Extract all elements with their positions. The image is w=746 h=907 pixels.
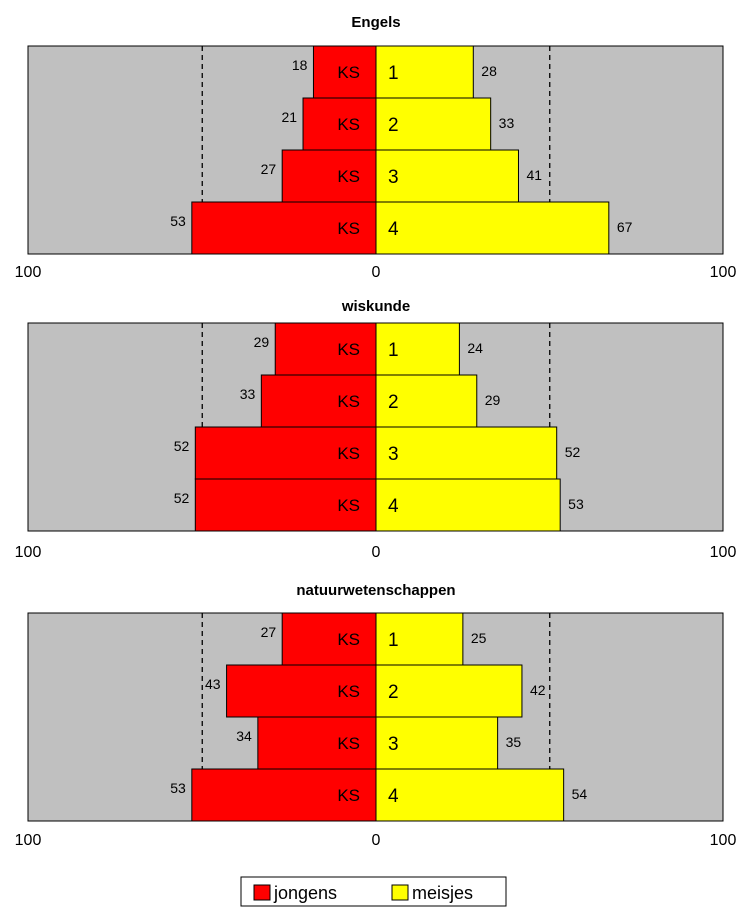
bar-label-ks: KS	[337, 115, 360, 134]
value-label-meisjes: 67	[617, 219, 633, 235]
value-label-jongens: 34	[236, 728, 252, 744]
value-label-meisjes: 35	[506, 734, 522, 750]
chart-title: wiskunde	[341, 298, 410, 315]
value-label-jongens: 27	[261, 161, 277, 177]
bar-label-ks: KS	[337, 496, 360, 515]
x-tick-label: 100	[710, 264, 737, 281]
value-label-meisjes: 24	[467, 340, 483, 356]
value-label-jongens: 53	[170, 780, 186, 796]
category-label: 4	[388, 786, 399, 807]
chart-title: Engels	[351, 14, 400, 31]
x-tick-label: 0	[372, 264, 381, 281]
legend-box	[240, 876, 507, 907]
bar-jongens-1	[281, 612, 377, 666]
value-label-jongens: 27	[261, 624, 277, 640]
value-label-meisjes: 29	[485, 392, 501, 408]
value-label-jongens: 18	[292, 57, 308, 73]
x-tick-label: 100	[15, 832, 42, 849]
bar-meisjes-1	[375, 612, 464, 666]
bar-meisjes-2	[375, 664, 523, 718]
bar-jongens-3	[281, 149, 377, 203]
category-label: 1	[388, 63, 399, 84]
bar-meisjes-1	[375, 322, 460, 376]
category-label: 1	[388, 340, 399, 361]
bar-label-ks: KS	[337, 340, 360, 359]
value-label-jongens: 53	[170, 213, 186, 229]
bar-jongens-2	[302, 97, 377, 151]
legend: jongens meisjes	[240, 876, 507, 907]
bar-label-ks: KS	[337, 682, 360, 701]
bar-meisjes-4	[375, 201, 610, 255]
value-label-meisjes: 25	[471, 630, 487, 646]
bar-label-ks: KS	[337, 444, 360, 463]
category-label: 4	[388, 219, 399, 240]
category-label: 1	[388, 630, 399, 651]
category-label: 4	[388, 496, 399, 517]
bar-jongens-4	[191, 201, 377, 255]
x-tick-label: 0	[372, 832, 381, 849]
category-label: 3	[388, 167, 399, 188]
bar-jongens-1	[312, 45, 377, 99]
bar-label-ks: KS	[337, 392, 360, 411]
bar-label-ks: KS	[337, 219, 360, 238]
value-label-meisjes: 42	[530, 682, 546, 698]
bar-label-ks: KS	[337, 167, 360, 186]
chart-panel-2: wiskunde KS 1 29 24 KS 2 33 29 KS 3 52 52 KS 4 52 53 100 0…	[15, 298, 737, 561]
value-label-jongens: 21	[281, 109, 297, 125]
category-label: 3	[388, 734, 399, 755]
x-tick-label: 100	[15, 544, 42, 561]
category-label: 2	[388, 392, 399, 413]
bar-meisjes-3	[375, 716, 499, 770]
category-label: 2	[388, 115, 399, 136]
bar-label-ks: KS	[337, 630, 360, 649]
value-label-meisjes: 54	[572, 786, 588, 802]
bar-meisjes-4	[375, 478, 561, 532]
x-tick-label: 100	[710, 544, 737, 561]
value-label-jongens: 52	[174, 490, 190, 506]
bar-jongens-4	[194, 478, 377, 532]
x-tick-label: 0	[372, 544, 381, 561]
bar-meisjes-4	[375, 768, 565, 822]
bar-jongens-4	[191, 768, 377, 822]
bar-meisjes-1	[375, 45, 474, 99]
category-label: 2	[388, 682, 399, 703]
value-label-meisjes: 33	[499, 115, 515, 131]
value-label-jongens: 52	[174, 438, 190, 454]
bar-label-ks: KS	[337, 63, 360, 82]
value-label-jongens: 29	[254, 334, 270, 350]
legend-swatch-jongens	[253, 884, 271, 901]
legend-label-jongens: jongens	[273, 883, 337, 903]
bar-meisjes-3	[375, 426, 558, 480]
category-label: 3	[388, 444, 399, 465]
bar-label-ks: KS	[337, 734, 360, 753]
legend-label-meisjes: meisjes	[412, 883, 473, 903]
bar-meisjes-2	[375, 374, 478, 428]
bar-jongens-3	[257, 716, 377, 770]
chart-panel-3: natuurwetenschappen KS 1 27 25 KS 2 43 42 KS 3 34 35…	[15, 582, 737, 849]
value-label-meisjes: 52	[565, 444, 581, 460]
bar-jongens-1	[274, 322, 377, 376]
chart-title: natuurwetenschappen	[296, 582, 455, 599]
x-tick-label: 100	[710, 832, 737, 849]
bar-jongens-3	[194, 426, 377, 480]
value-label-jongens: 43	[205, 676, 221, 692]
bar-label-ks: KS	[337, 786, 360, 805]
value-label-meisjes: 28	[481, 63, 497, 79]
value-label-meisjes: 41	[526, 167, 542, 183]
chart-panel-1: Engels KS 1 18 28 KS 2 21 33 KS 3 27 41 KS 4 53 67 100 0 10…	[15, 14, 737, 281]
x-tick-label: 100	[15, 264, 42, 281]
legend-swatch-meisjes	[391, 884, 409, 901]
value-label-jongens: 33	[240, 386, 256, 402]
value-label-meisjes: 53	[568, 496, 584, 512]
bar-meisjes-3	[375, 149, 519, 203]
